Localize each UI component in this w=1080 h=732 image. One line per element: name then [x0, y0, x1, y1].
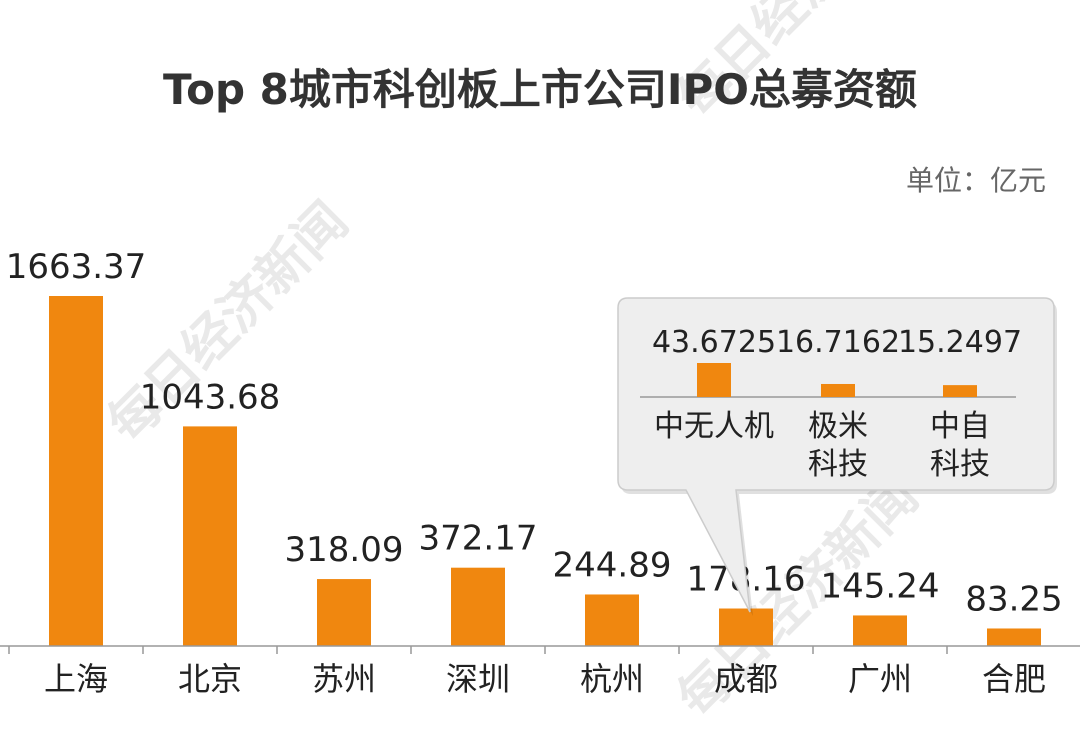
- x-tick-label: 苏州: [312, 660, 376, 698]
- unit-label: 单位：亿元: [906, 164, 1046, 197]
- bar: [451, 567, 505, 646]
- x-tick-label: 深圳: [446, 660, 510, 698]
- bar-value-label: 83.25: [965, 579, 1062, 619]
- inset-category-label: 中自: [930, 409, 990, 444]
- bar-value-label: 244.89: [553, 545, 672, 585]
- bar-value-label: 1663.37: [6, 247, 147, 287]
- x-tick-label: 上海: [44, 660, 108, 698]
- x-tick-label: 杭州: [580, 660, 644, 698]
- bar-value-label: 318.09: [285, 530, 404, 570]
- inset-category-label: 科技: [930, 447, 990, 482]
- bar: [719, 608, 773, 646]
- inset-bar: [821, 383, 855, 397]
- x-tick-label: 广州: [848, 660, 912, 698]
- bar-value-label: 372.17: [419, 519, 538, 559]
- bar: [987, 628, 1041, 646]
- bar: [585, 594, 639, 646]
- inset-category-label: 极米: [808, 409, 868, 444]
- x-tick-label: 北京: [178, 660, 242, 698]
- inset-value-label: 16.7162: [776, 325, 900, 360]
- x-tick-label: 成都: [714, 660, 778, 698]
- bar-value-label: 1043.68: [140, 377, 281, 417]
- bar: [183, 426, 237, 646]
- bar-value-label: 145.24: [821, 566, 940, 606]
- inset-value-label: 15.2497: [898, 325, 1022, 360]
- bars-group: 1663.371043.68318.09372.17244.89178.1614…: [6, 247, 1063, 646]
- inset-bar: [943, 385, 977, 397]
- inset-category-label: 中无人机: [654, 409, 774, 444]
- x-axis: 上海 北京 苏州 深圳 杭州 成都 广州 合肥: [0, 645, 1080, 698]
- chart-title: Top 8城市科创板上市公司IPO总募资额: [163, 65, 917, 114]
- bar: [49, 296, 103, 646]
- bar: [853, 615, 907, 646]
- x-tick-label: 合肥: [982, 660, 1046, 698]
- bar: [317, 579, 371, 646]
- inset-category-label: 科技: [808, 447, 868, 482]
- inset-bar: [697, 363, 731, 397]
- inset-value-label: 43.6725: [652, 325, 776, 360]
